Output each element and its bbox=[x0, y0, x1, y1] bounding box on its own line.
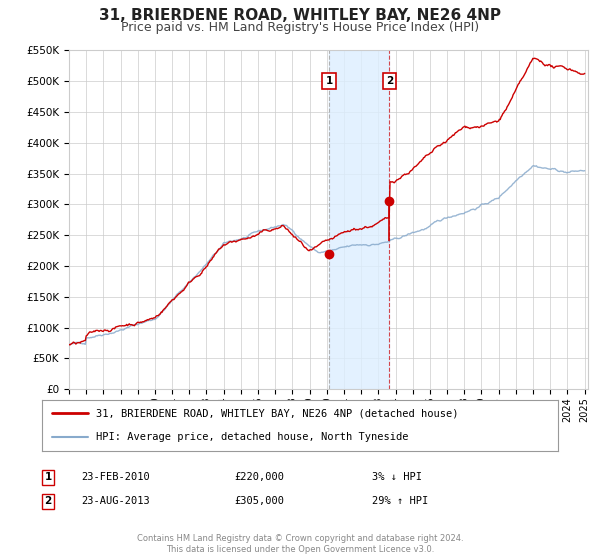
Bar bbox=[329, 50, 389, 389]
Text: This data is licensed under the Open Government Licence v3.0.: This data is licensed under the Open Gov… bbox=[166, 545, 434, 554]
Text: 31, BRIERDENE ROAD, WHITLEY BAY, NE26 4NP: 31, BRIERDENE ROAD, WHITLEY BAY, NE26 4N… bbox=[99, 8, 501, 24]
Text: HPI: Average price, detached house, North Tyneside: HPI: Average price, detached house, Nort… bbox=[96, 432, 409, 442]
Text: 23-AUG-2013: 23-AUG-2013 bbox=[81, 496, 150, 506]
Text: £220,000: £220,000 bbox=[234, 472, 284, 482]
Text: £305,000: £305,000 bbox=[234, 496, 284, 506]
Text: 2: 2 bbox=[44, 496, 52, 506]
Text: Price paid vs. HM Land Registry's House Price Index (HPI): Price paid vs. HM Land Registry's House … bbox=[121, 21, 479, 34]
Text: 1: 1 bbox=[44, 472, 52, 482]
Text: 29% ↑ HPI: 29% ↑ HPI bbox=[372, 496, 428, 506]
Text: 2: 2 bbox=[386, 76, 393, 86]
Text: 1: 1 bbox=[325, 76, 332, 86]
Text: 31, BRIERDENE ROAD, WHITLEY BAY, NE26 4NP (detached house): 31, BRIERDENE ROAD, WHITLEY BAY, NE26 4N… bbox=[96, 408, 458, 418]
Text: 23-FEB-2010: 23-FEB-2010 bbox=[81, 472, 150, 482]
Text: Contains HM Land Registry data © Crown copyright and database right 2024.: Contains HM Land Registry data © Crown c… bbox=[137, 534, 463, 543]
Text: 3% ↓ HPI: 3% ↓ HPI bbox=[372, 472, 422, 482]
